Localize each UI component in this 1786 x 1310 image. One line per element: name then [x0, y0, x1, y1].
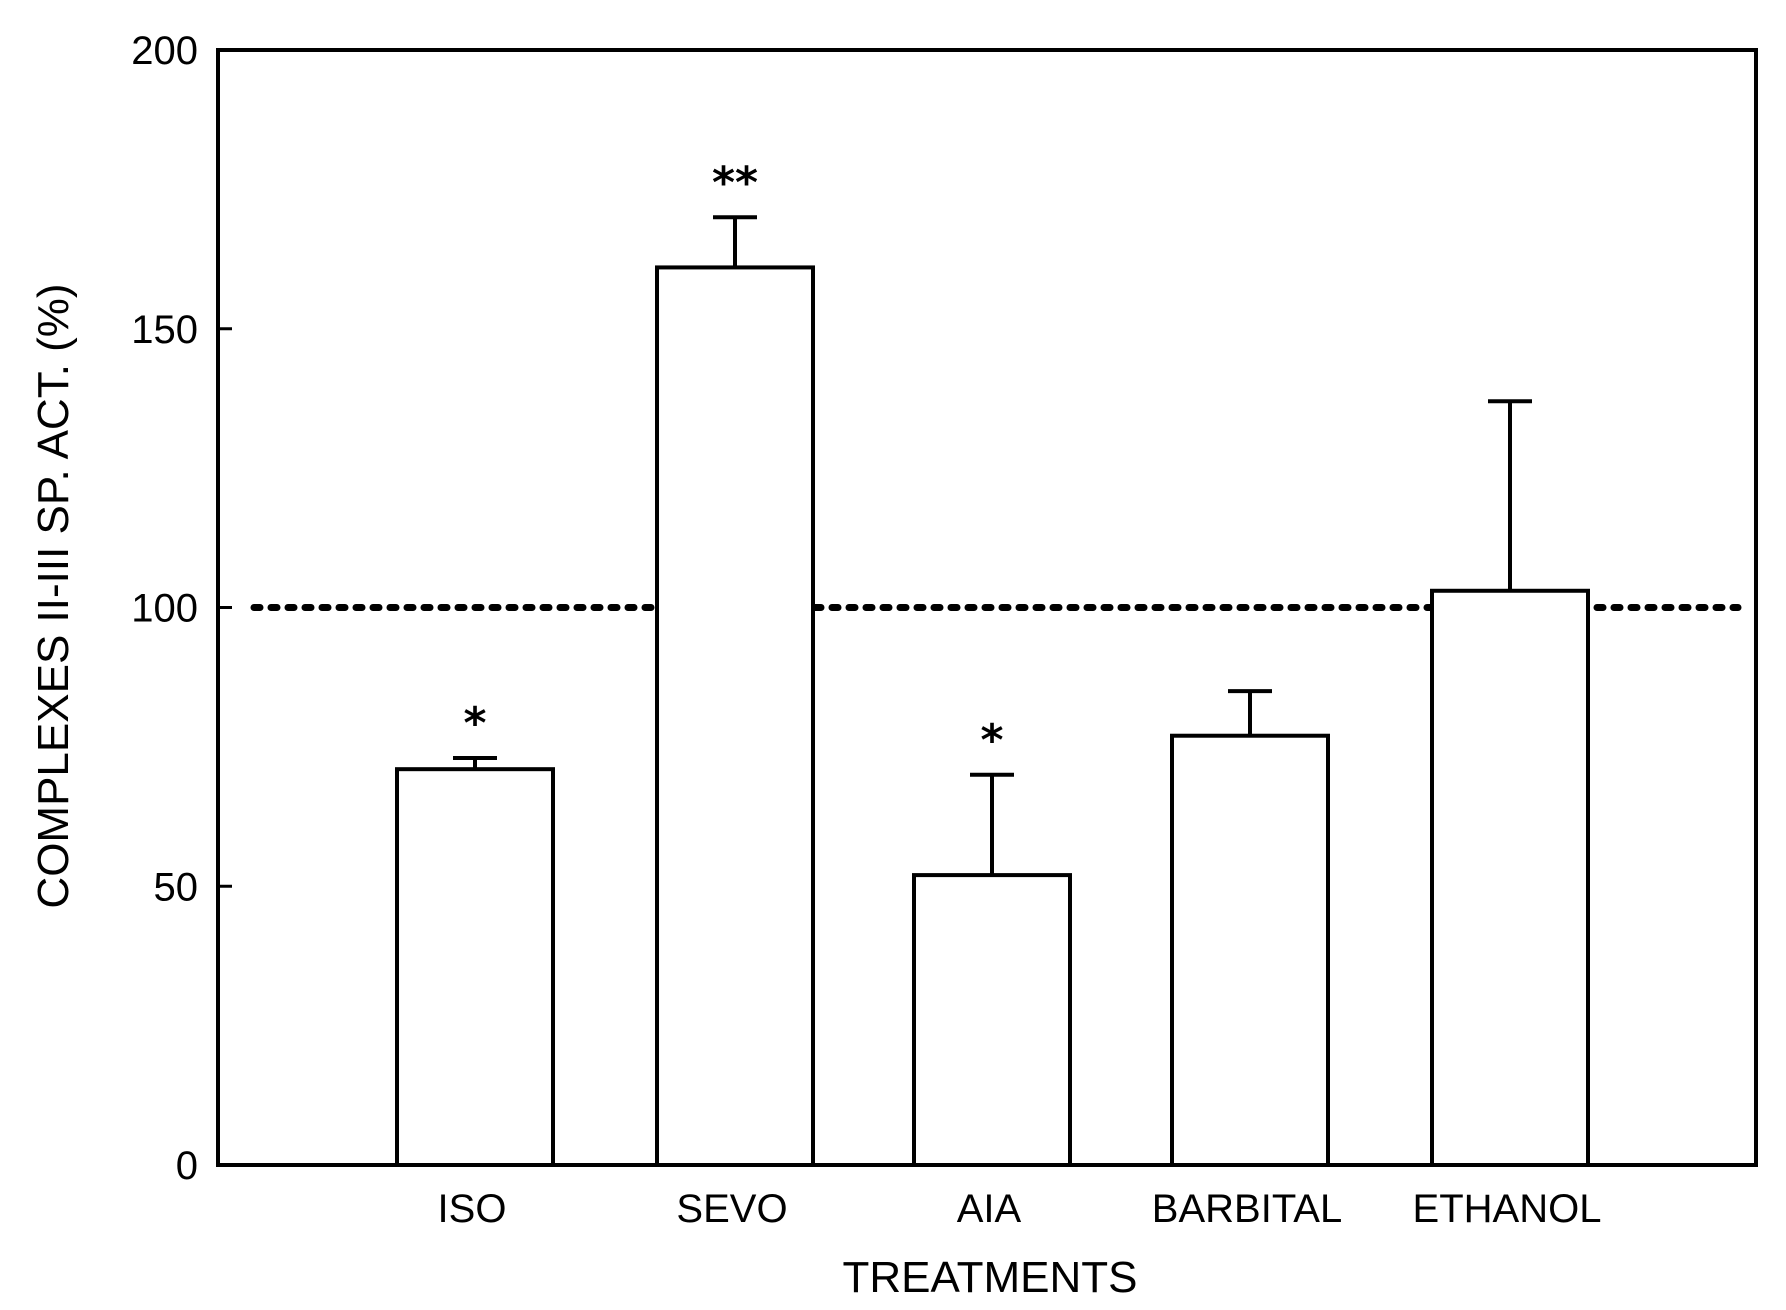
plot-area: 0 50 100 150 200 * ISO ** SEVO * AIA BARBITAL ETHANO… [131, 29, 1758, 1231]
significance-mark: ** [712, 157, 758, 208]
significance-mark: * [980, 715, 1003, 766]
y-tick-label: 150 [131, 308, 198, 352]
y-tick-label: 200 [131, 29, 198, 73]
bar-barbital [1170, 733, 1330, 1167]
y-tick-label: 0 [176, 1144, 198, 1188]
x-tick-label: BARBITAL [1152, 1187, 1342, 1231]
bar-sevo [655, 265, 815, 1167]
bar-aia [912, 873, 1072, 1167]
y-tick-label: 50 [154, 865, 199, 909]
x-tick-label: ISO [438, 1187, 507, 1231]
bar-iso [395, 767, 555, 1167]
x-axis-title: TREATMENTS [843, 1253, 1138, 1302]
y-axis-title: COMPLEXES II-III SP. ACT. (%) [29, 283, 78, 908]
x-tick-label: AIA [957, 1187, 1022, 1231]
bar-ethanol [1430, 588, 1590, 1167]
y-tick-label: 100 [131, 587, 198, 631]
x-tick-label: SEVO [676, 1187, 787, 1231]
x-tick-label: ETHANOL [1413, 1187, 1602, 1231]
significance-mark: * [463, 698, 486, 749]
